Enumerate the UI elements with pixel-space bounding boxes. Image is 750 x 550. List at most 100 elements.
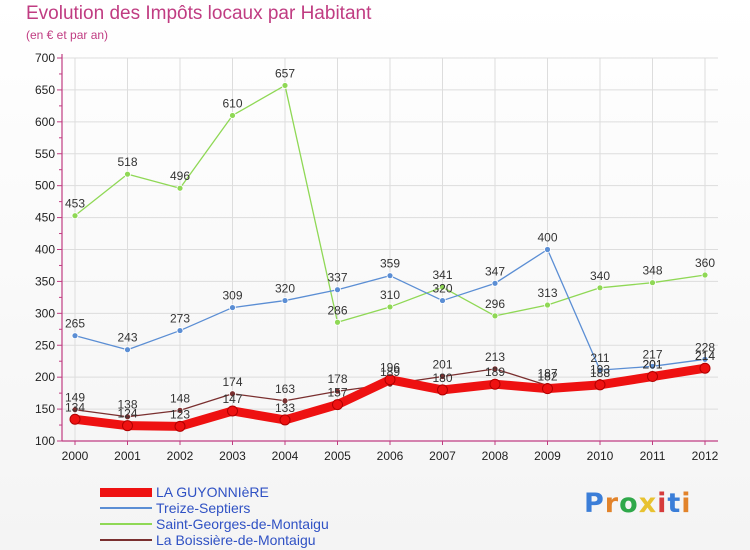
data-label-3: 189 xyxy=(380,365,400,379)
series-point-3 xyxy=(491,365,499,373)
series-point-0 xyxy=(69,413,81,425)
series-point-1 xyxy=(71,332,79,340)
logo-letter: i xyxy=(657,488,668,519)
series-point-1 xyxy=(491,279,499,287)
series-point-0 xyxy=(699,362,711,374)
series-point-2 xyxy=(229,112,236,119)
data-label-1: 359 xyxy=(380,257,400,271)
data-label-2: 348 xyxy=(642,264,662,278)
logo-letter: o xyxy=(619,488,639,519)
series-point-0 xyxy=(384,374,396,386)
data-label-0: 196 xyxy=(380,361,400,375)
legend-swatch xyxy=(100,539,152,541)
data-label-2: 340 xyxy=(590,269,610,283)
data-label-1: 320 xyxy=(275,282,295,296)
data-label-0: 201 xyxy=(642,358,662,372)
logo-letter: t xyxy=(667,488,682,519)
series-point-3 xyxy=(281,397,289,405)
logo-letter: x xyxy=(638,488,658,519)
data-label-3: 148 xyxy=(170,391,190,405)
legend-swatch xyxy=(100,487,152,497)
series-point-1 xyxy=(176,327,184,334)
series-point-0 xyxy=(122,420,133,432)
legend-swatch xyxy=(100,507,152,509)
data-label-3: 213 xyxy=(485,350,505,364)
series-point-2 xyxy=(124,170,131,178)
data-label-2: 296 xyxy=(485,297,505,311)
x-tick-label: 2009 xyxy=(534,449,561,463)
logo-letter: r xyxy=(604,488,620,519)
logo-letter: i xyxy=(681,488,692,519)
y-tick-label: 550 xyxy=(35,147,55,161)
y-tick-label: 200 xyxy=(35,370,55,384)
data-label-1: 337 xyxy=(327,271,347,285)
series-point-0 xyxy=(279,414,291,426)
data-label-0: 134 xyxy=(65,400,85,414)
x-tick-label: 2001 xyxy=(114,449,141,463)
series-point-2 xyxy=(176,184,184,192)
data-label-2: 496 xyxy=(170,169,190,183)
data-label-2: 610 xyxy=(222,96,242,110)
y-tick-label: 600 xyxy=(35,115,55,129)
legend-label: Treize-Septiers xyxy=(156,500,251,516)
x-tick-label: 2002 xyxy=(167,449,194,463)
data-label-1: 347 xyxy=(485,264,505,278)
x-tick-label: 2012 xyxy=(692,449,719,463)
data-label-0: 189 xyxy=(485,365,505,379)
data-label-3: 201 xyxy=(432,358,452,372)
y-tick-label: 250 xyxy=(35,338,55,352)
y-tick-label: 300 xyxy=(35,306,55,320)
series-point-2 xyxy=(334,318,341,326)
data-label-0: 133 xyxy=(275,401,295,415)
series-point-2 xyxy=(596,284,604,292)
data-label-2: 313 xyxy=(537,286,557,300)
legend-item: Treize-Septiers xyxy=(100,500,329,516)
series-point-1 xyxy=(386,272,394,280)
series-point-1 xyxy=(281,297,289,304)
series-point-2 xyxy=(649,279,656,287)
series-point-0 xyxy=(647,371,658,383)
chart-subtitle: (en € et par an) xyxy=(26,28,109,42)
data-label-2: 286 xyxy=(327,303,347,317)
x-tick-label: 2004 xyxy=(272,449,299,463)
data-label-0: 147 xyxy=(222,392,242,406)
series-point-3 xyxy=(71,406,79,414)
data-label-3: 138 xyxy=(117,398,137,412)
series-point-0 xyxy=(174,420,186,432)
series-point-3 xyxy=(439,373,446,380)
data-label-3: 174 xyxy=(222,375,242,389)
x-tick-label: 2011 xyxy=(640,449,666,463)
series-point-1 xyxy=(124,346,131,354)
x-tick-label: 2005 xyxy=(324,449,351,463)
series-point-0 xyxy=(332,399,343,411)
data-label-0: 180 xyxy=(432,371,452,385)
series-point-2 xyxy=(701,271,709,279)
series-point-2 xyxy=(281,82,289,89)
series-point-0 xyxy=(594,379,606,391)
y-tick-label: 400 xyxy=(35,243,55,257)
y-tick-label: 450 xyxy=(35,211,55,225)
legend-item: LA GUYONNIèRE xyxy=(100,484,329,500)
legend-swatch xyxy=(100,523,152,525)
series-point-0 xyxy=(227,405,238,417)
data-label-0: 182 xyxy=(537,370,557,384)
y-tick-label: 650 xyxy=(35,83,55,97)
series-point-2 xyxy=(491,312,499,320)
series-point-1 xyxy=(649,362,656,370)
data-label-1: 211 xyxy=(590,351,609,365)
legend-item: La Boissière-de-Montaigu xyxy=(100,532,329,548)
data-label-1: 228 xyxy=(695,340,715,354)
series-point-1 xyxy=(439,297,446,304)
proxiti-logo: Proxiti xyxy=(584,488,692,519)
data-label-0: 214 xyxy=(695,349,715,363)
y-tick-label: 500 xyxy=(35,179,55,193)
legend-label: Saint-Georges-de-Montaigu xyxy=(156,516,329,532)
x-tick-label: 2006 xyxy=(377,449,404,463)
data-label-1: 217 xyxy=(642,347,662,361)
data-label-0: 188 xyxy=(590,366,610,380)
data-label-2: 453 xyxy=(65,197,85,211)
data-label-3: 163 xyxy=(275,382,295,396)
series-point-1 xyxy=(596,366,604,374)
